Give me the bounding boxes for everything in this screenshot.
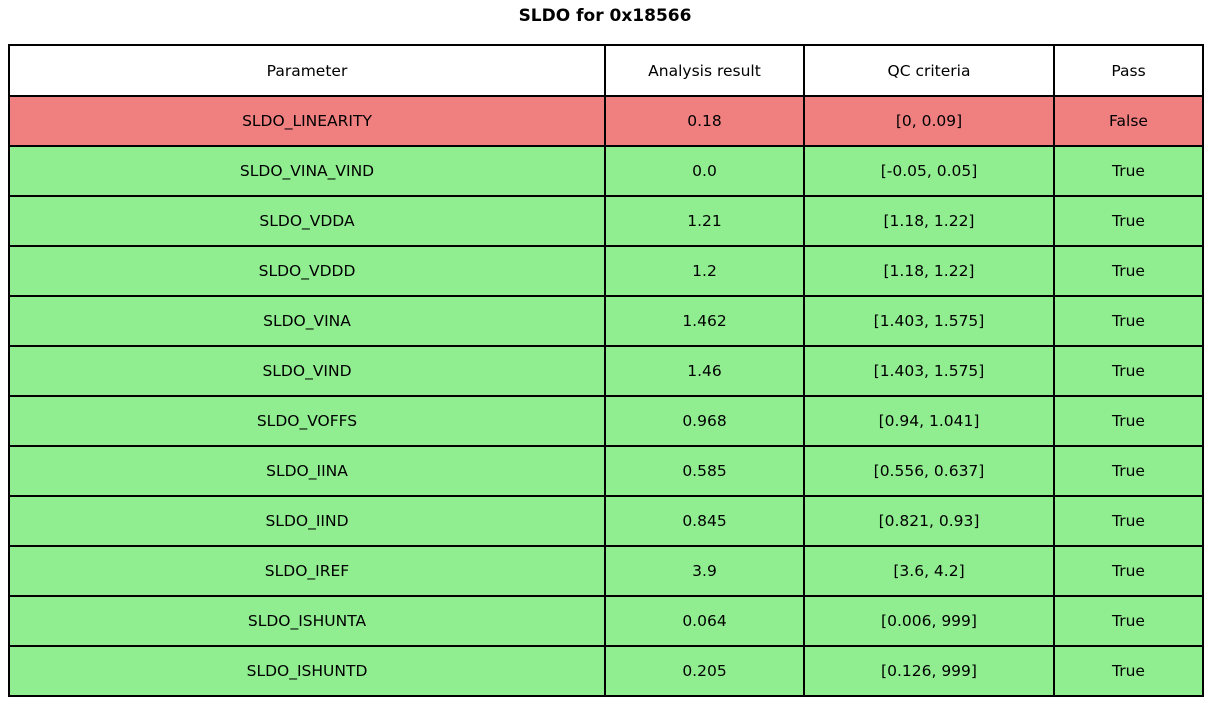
analysis-result-cell: 0.0 [604, 145, 805, 197]
parameter-cell: SLDO_VOFFS [8, 395, 606, 447]
table-row: SLDO_ISHUNTD 0.205 [0.126, 999] True [8, 645, 1204, 697]
page-title: SLDO for 0x18566 [518, 6, 692, 26]
analysis-result-cell: 1.462 [604, 295, 805, 347]
parameter-cell: SLDO_VDDD [8, 245, 606, 297]
parameter-cell: SLDO_LINEARITY [8, 95, 606, 147]
pass-cell: True [1053, 345, 1204, 397]
qc-criteria-cell: [0.821, 0.93] [803, 495, 1055, 547]
qc-criteria-cell: [0.126, 999] [803, 645, 1055, 697]
qc-criteria-cell: [0.94, 1.041] [803, 395, 1055, 447]
table-row: SLDO_VDDA 1.21 [1.18, 1.22] True [8, 195, 1204, 247]
table-body: SLDO_LINEARITY 0.18 [0, 0.09] False SLDO… [8, 95, 1204, 697]
qc-criteria-cell: [-0.05, 0.05] [803, 145, 1055, 197]
parameter-cell: SLDO_ISHUNTA [8, 595, 606, 647]
parameter-cell: SLDO_IINA [8, 445, 606, 497]
pass-cell: True [1053, 395, 1204, 447]
qc-criteria-cell: [0.006, 999] [803, 595, 1055, 647]
analysis-result-cell: 3.9 [604, 545, 805, 597]
pass-cell: True [1053, 545, 1204, 597]
qc-criteria-cell: [0.556, 0.637] [803, 445, 1055, 497]
analysis-result-cell: 0.205 [604, 645, 805, 697]
analysis-result-cell: 0.585 [604, 445, 805, 497]
qc-criteria-cell: [1.403, 1.575] [803, 295, 1055, 347]
analysis-result-cell: 1.21 [604, 195, 805, 247]
parameter-cell: SLDO_IREF [8, 545, 606, 597]
pass-cell: True [1053, 145, 1204, 197]
pass-cell: True [1053, 195, 1204, 247]
parameter-cell: SLDO_VDDA [8, 195, 606, 247]
table-header: Parameter Analysis result QC criteria Pa… [8, 44, 1204, 97]
pass-cell: True [1053, 645, 1204, 697]
qc-results-table: Parameter Analysis result QC criteria Pa… [8, 44, 1204, 697]
analysis-result-cell: 0.968 [604, 395, 805, 447]
table-header-row: Parameter Analysis result QC criteria Pa… [8, 44, 1204, 97]
analysis-result-cell: 0.845 [604, 495, 805, 547]
column-header-analysis-result: Analysis result [604, 44, 805, 97]
parameter-cell: SLDO_IIND [8, 495, 606, 547]
column-header-parameter: Parameter [8, 44, 606, 97]
column-header-pass: Pass [1053, 44, 1204, 97]
table-row: SLDO_ISHUNTA 0.064 [0.006, 999] True [8, 595, 1204, 647]
column-header-qc-criteria: QC criteria [803, 44, 1055, 97]
pass-cell: False [1053, 95, 1204, 147]
analysis-result-cell: 0.18 [604, 95, 805, 147]
table-row: SLDO_IIND 0.845 [0.821, 0.93] True [8, 495, 1204, 547]
qc-criteria-cell: [1.18, 1.22] [803, 245, 1055, 297]
qc-criteria-cell: [3.6, 4.2] [803, 545, 1055, 597]
analysis-result-cell: 1.46 [604, 345, 805, 397]
qc-criteria-cell: [1.403, 1.575] [803, 345, 1055, 397]
pass-cell: True [1053, 295, 1204, 347]
table-row: SLDO_VIND 1.46 [1.403, 1.575] True [8, 345, 1204, 397]
table-row: SLDO_VOFFS 0.968 [0.94, 1.041] True [8, 395, 1204, 447]
table-row: SLDO_IREF 3.9 [3.6, 4.2] True [8, 545, 1204, 597]
analysis-result-cell: 1.2 [604, 245, 805, 297]
qc-criteria-cell: [0, 0.09] [803, 95, 1055, 147]
pass-cell: True [1053, 495, 1204, 547]
table-row: SLDO_VDDD 1.2 [1.18, 1.22] True [8, 245, 1204, 297]
pass-cell: True [1053, 245, 1204, 297]
qc-criteria-cell: [1.18, 1.22] [803, 195, 1055, 247]
table-row: SLDO_VINA 1.462 [1.403, 1.575] True [8, 295, 1204, 347]
parameter-cell: SLDO_ISHUNTD [8, 645, 606, 697]
table-row: SLDO_VINA_VIND 0.0 [-0.05, 0.05] True [8, 145, 1204, 197]
analysis-result-cell: 0.064 [604, 595, 805, 647]
table-row: SLDO_LINEARITY 0.18 [0, 0.09] False [8, 95, 1204, 147]
parameter-cell: SLDO_VINA_VIND [8, 145, 606, 197]
parameter-cell: SLDO_VIND [8, 345, 606, 397]
pass-cell: True [1053, 595, 1204, 647]
parameter-cell: SLDO_VINA [8, 295, 606, 347]
table-row: SLDO_IINA 0.585 [0.556, 0.637] True [8, 445, 1204, 497]
pass-cell: True [1053, 445, 1204, 497]
